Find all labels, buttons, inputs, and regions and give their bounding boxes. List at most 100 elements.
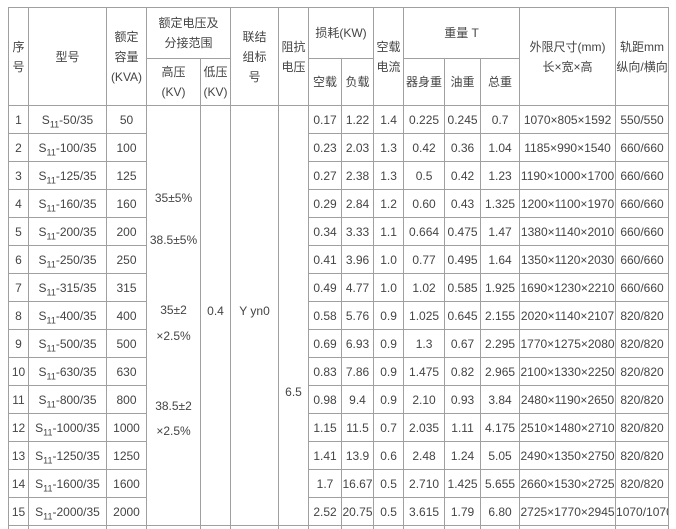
cell-model: S11-160/35 bbox=[28, 189, 107, 218]
cell-serial: 8 bbox=[8, 301, 29, 330]
cell-body-weight: 0.225 bbox=[403, 105, 446, 134]
cell-text: S bbox=[38, 308, 47, 323]
cell-capacity: 1000 bbox=[106, 413, 147, 442]
cell-text: 0.36 bbox=[450, 140, 475, 155]
cell-text: 2.155 bbox=[485, 308, 516, 323]
cell-text: 630 bbox=[116, 364, 137, 379]
cell-oil-weight: 0.36 bbox=[444, 133, 482, 162]
cell-text: 0.495 bbox=[447, 252, 478, 267]
cell-oil-weight: 0.495 bbox=[444, 245, 482, 274]
cell-text: 800 bbox=[116, 392, 137, 407]
cell-total-weight: 1.64 bbox=[480, 245, 521, 274]
cell-text: 0.42 bbox=[412, 140, 436, 155]
cell-model: S11-1250/35 bbox=[28, 441, 107, 470]
cell-serial: 2 bbox=[8, 133, 29, 162]
cell-text: 11.5 bbox=[346, 420, 369, 435]
cell-noload-current: 0.7 bbox=[373, 413, 405, 442]
cell-text: -2000/35 bbox=[52, 504, 100, 519]
cell-empty bbox=[480, 525, 521, 529]
spec-table-header: 序 号 型号 额定 容量 (KVA) 额定电压及 分接范围 联结 组标 bbox=[8, 7, 670, 106]
cell-empty bbox=[373, 525, 405, 529]
cell-text: 0.82 bbox=[450, 364, 475, 379]
cell-noload-loss: 0.98 bbox=[308, 385, 343, 414]
cell-text: 1185×990×1540 bbox=[524, 140, 611, 155]
cell-model: S11-1600/35 bbox=[28, 469, 107, 498]
cell-noload-current: 1.0 bbox=[373, 245, 405, 274]
header-impedance: 阻抗 电压 bbox=[278, 7, 310, 106]
header-line: 低压 bbox=[203, 65, 228, 79]
cell-text: 1.4 bbox=[380, 112, 397, 127]
cell-text: 2.03 bbox=[345, 140, 370, 155]
cell-text: S bbox=[38, 280, 47, 295]
cell-text: -200/35 bbox=[55, 224, 97, 239]
cell-noload-loss: 0.17 bbox=[308, 105, 343, 134]
header-voltage-tap: 额定电压及 分接范围 bbox=[145, 7, 232, 59]
cell-dimensions: 2490×1350×2750 bbox=[519, 441, 617, 470]
cell-text: 1190×1000×1700 bbox=[520, 168, 615, 183]
cell-dimensions: 1690×1230×2210 bbox=[519, 273, 617, 302]
cell-text: 0.645 bbox=[447, 308, 478, 323]
cell-serial: 3 bbox=[8, 161, 29, 190]
cell-noload-loss: 0.58 bbox=[308, 301, 343, 330]
cell-empty bbox=[341, 525, 375, 529]
cell-gauge: 820/820 bbox=[615, 385, 670, 414]
cell-model: S11-50/35 bbox=[28, 105, 107, 134]
cell-serial: 6 bbox=[8, 245, 29, 274]
cell-empty bbox=[8, 525, 29, 529]
cell-text: 820/820 bbox=[620, 308, 664, 323]
cell-gauge: 1070/1070 bbox=[615, 497, 670, 526]
cell-noload-loss: 0.29 bbox=[308, 189, 343, 218]
cell-body-weight: 0.60 bbox=[403, 189, 446, 218]
cell-noload-current: 0.9 bbox=[373, 329, 405, 358]
cell-text: 14 bbox=[11, 476, 26, 491]
cell-text: -125/35 bbox=[55, 168, 97, 183]
cell-noload-loss: 0.83 bbox=[308, 357, 343, 386]
header-line: 器身重 bbox=[406, 75, 443, 89]
cell-serial: 14 bbox=[8, 469, 29, 498]
cell-text: 2480×1190×2650 bbox=[520, 392, 615, 407]
cell-text: 660/660 bbox=[620, 280, 664, 295]
cell-text: 7.86 bbox=[345, 364, 370, 379]
partial-next-row bbox=[8, 525, 670, 529]
cell-text: 1070/1070 bbox=[616, 504, 669, 519]
cell-oil-weight: 0.585 bbox=[444, 273, 482, 302]
model-subscript: 11 bbox=[43, 454, 53, 465]
cell-body-weight: 2.10 bbox=[403, 385, 446, 414]
model-subscript: 11 bbox=[46, 286, 56, 297]
cell-noload-current: 1.4 bbox=[373, 105, 405, 134]
model-subscript: 11 bbox=[46, 314, 56, 325]
cell-model: S11-1000/35 bbox=[28, 413, 107, 442]
cell-text: 1.64 bbox=[488, 252, 512, 267]
table-row: 11 S11-800/35 800 0.98 9.4 0.9 2.10 0.93 3.84 248… bbox=[8, 385, 670, 414]
header-line: 联结 bbox=[242, 29, 267, 44]
cell-capacity: 160 bbox=[106, 189, 147, 218]
table-row: 5 S11-200/35 200 0.34 3.33 1.1 0.664 0.475 1.47 1… bbox=[8, 217, 670, 246]
cell-oil-weight: 0.475 bbox=[444, 217, 482, 246]
cell-text: 0.34 bbox=[313, 224, 337, 239]
cell-text: 0.77 bbox=[412, 252, 436, 267]
cell-noload-loss: 0.69 bbox=[308, 329, 343, 358]
cell-text: 50 bbox=[119, 112, 134, 127]
model-subscript: 11 bbox=[46, 174, 56, 185]
cell-text: 2660×1530×2725 bbox=[520, 476, 615, 491]
cell-serial: 5 bbox=[8, 217, 29, 246]
cell-gauge: 660/660 bbox=[615, 273, 670, 302]
cell-text: 1.925 bbox=[485, 280, 516, 295]
cell-vector-group: Y yn0 bbox=[230, 105, 280, 526]
cell-oil-weight: 1.24 bbox=[444, 441, 482, 470]
cell-text: ×2.5% bbox=[156, 328, 191, 343]
cell-load-loss: 20.75 bbox=[341, 497, 375, 526]
cell-noload-loss: 2.52 bbox=[308, 497, 343, 526]
cell-text: 2020×1140×2107 bbox=[520, 308, 615, 323]
cell-empty bbox=[199, 525, 232, 529]
model-subscript: 11 bbox=[43, 510, 53, 521]
cell-capacity: 1250 bbox=[106, 441, 147, 470]
cell-noload-loss: 0.34 bbox=[308, 217, 343, 246]
cell-text: -630/35 bbox=[55, 364, 97, 379]
cell-text: 2.38 bbox=[345, 168, 370, 183]
cell-text: 315 bbox=[116, 280, 137, 295]
cell-text: 5.655 bbox=[485, 476, 516, 491]
cell-capacity: 400 bbox=[106, 301, 147, 330]
cell-text: -160/35 bbox=[55, 196, 97, 211]
cell-text: 2725×1770×2945 bbox=[520, 504, 615, 519]
